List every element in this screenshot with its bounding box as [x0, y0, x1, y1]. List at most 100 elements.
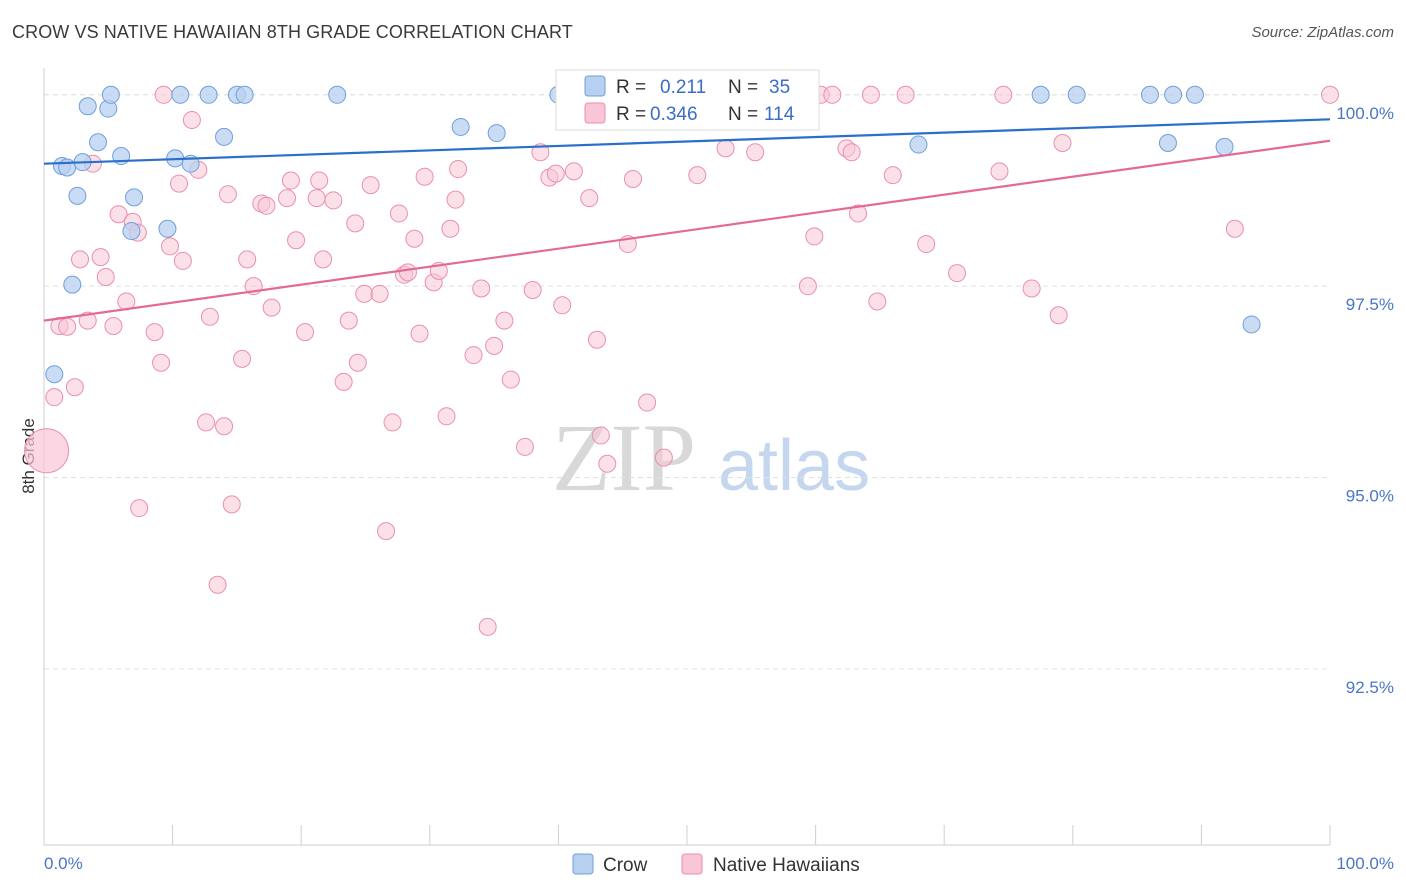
nh-point [91, 248, 110, 267]
nh-point [1225, 219, 1244, 238]
nh-point [990, 162, 1009, 181]
nh-point [154, 85, 173, 104]
nh-point [688, 166, 707, 185]
crow-legend-swatch [584, 75, 606, 97]
nh-point [334, 372, 353, 391]
nh-point [324, 191, 343, 210]
nh-point [339, 311, 358, 330]
nh-point [310, 171, 329, 190]
nh-point [415, 167, 434, 186]
crow-n-value: 35 [769, 77, 790, 98]
nh-point [200, 307, 219, 326]
nh-point [464, 346, 483, 365]
nh-point [389, 204, 408, 223]
nh-point [161, 237, 180, 256]
nh-point [798, 277, 817, 296]
nh-legend-swatch [584, 102, 606, 124]
nh-point [883, 166, 902, 185]
nh-point [410, 324, 429, 343]
nh-point [842, 143, 861, 162]
nh-point [109, 205, 128, 224]
y-tick-label: 100.0% [1336, 104, 1394, 123]
crow-point [122, 222, 141, 241]
crow-point [215, 127, 234, 146]
crow-r-label: R = [616, 77, 646, 98]
nh-point [546, 164, 565, 183]
legend-nh-swatch [681, 853, 703, 875]
nh-point [948, 264, 967, 283]
nh-point [1053, 134, 1072, 153]
nh-point [598, 454, 617, 473]
nh-point [278, 189, 297, 208]
crow-point [58, 158, 77, 177]
nh-r-label: R = [616, 104, 646, 125]
nh-point [823, 85, 842, 104]
nh-point [197, 413, 216, 432]
nh-point [805, 227, 824, 246]
gridlines [44, 94, 1330, 670]
y-tick-label: 97.5% [1346, 295, 1394, 314]
crow-point [63, 275, 82, 294]
nh-point [398, 263, 417, 282]
crow-point [487, 124, 506, 143]
nh-r-value: 0.346 [650, 104, 698, 125]
crow-point [1031, 85, 1050, 104]
nh-point [746, 143, 765, 162]
native-hawaiians-points [24, 85, 1339, 636]
nh-point [446, 190, 465, 209]
crow-n-label: N = [728, 77, 758, 98]
nh-point [478, 617, 497, 636]
y-tick-label: 95.0% [1346, 487, 1394, 506]
nh-point [257, 196, 276, 215]
y-tick-labels: 92.5% 95.0% 97.5% 100.0% [1336, 104, 1394, 697]
nh-point [104, 316, 123, 335]
nh-point [281, 171, 300, 190]
nh-point [215, 417, 234, 436]
nh-point [45, 388, 64, 407]
crow-point [451, 117, 470, 136]
nh-point [523, 281, 542, 299]
y-tick-label: 92.5% [1346, 678, 1394, 697]
source-credit: Source: ZipAtlas.com [1251, 24, 1394, 41]
nh-point [495, 311, 514, 330]
x-tick-label-min: 0.0% [44, 854, 83, 873]
nh-point [553, 296, 572, 315]
nh-point [218, 185, 237, 204]
nh-point [208, 575, 227, 594]
nh-point [437, 407, 456, 426]
nh-point [485, 336, 504, 355]
nh-point [346, 214, 365, 233]
nh-point [868, 292, 887, 311]
crow-point [101, 85, 120, 104]
crow-point [1215, 137, 1234, 156]
nh-point [222, 495, 241, 514]
nh-point [1049, 306, 1068, 325]
nh-point [623, 170, 642, 188]
nh-point [170, 174, 189, 193]
stats-legend: R = 0.211 N = 35 R = 0.346 N = 114 [555, 69, 820, 131]
nh-point [654, 448, 673, 467]
nh-point [65, 378, 84, 397]
nh-point [449, 160, 468, 179]
crow-point [1067, 85, 1086, 104]
crow-point [328, 85, 347, 104]
nh-point [383, 413, 402, 432]
nh-point [1022, 279, 1041, 298]
nh-point [587, 330, 606, 349]
crow-point [1140, 85, 1159, 104]
nh-point [287, 231, 306, 250]
crow-points [45, 85, 1261, 384]
nh-point [233, 349, 252, 368]
bottom-legend: Crow Native Hawaiians [572, 853, 860, 876]
nh-point [262, 298, 281, 317]
crow-point [89, 133, 108, 152]
nh-point [849, 204, 868, 223]
crow-point [68, 186, 87, 205]
nh-point [564, 162, 583, 181]
crow-point [1158, 134, 1177, 153]
crow-point [171, 85, 190, 104]
nh-point [377, 522, 396, 541]
crow-point [199, 85, 218, 104]
crow-point [78, 97, 97, 116]
